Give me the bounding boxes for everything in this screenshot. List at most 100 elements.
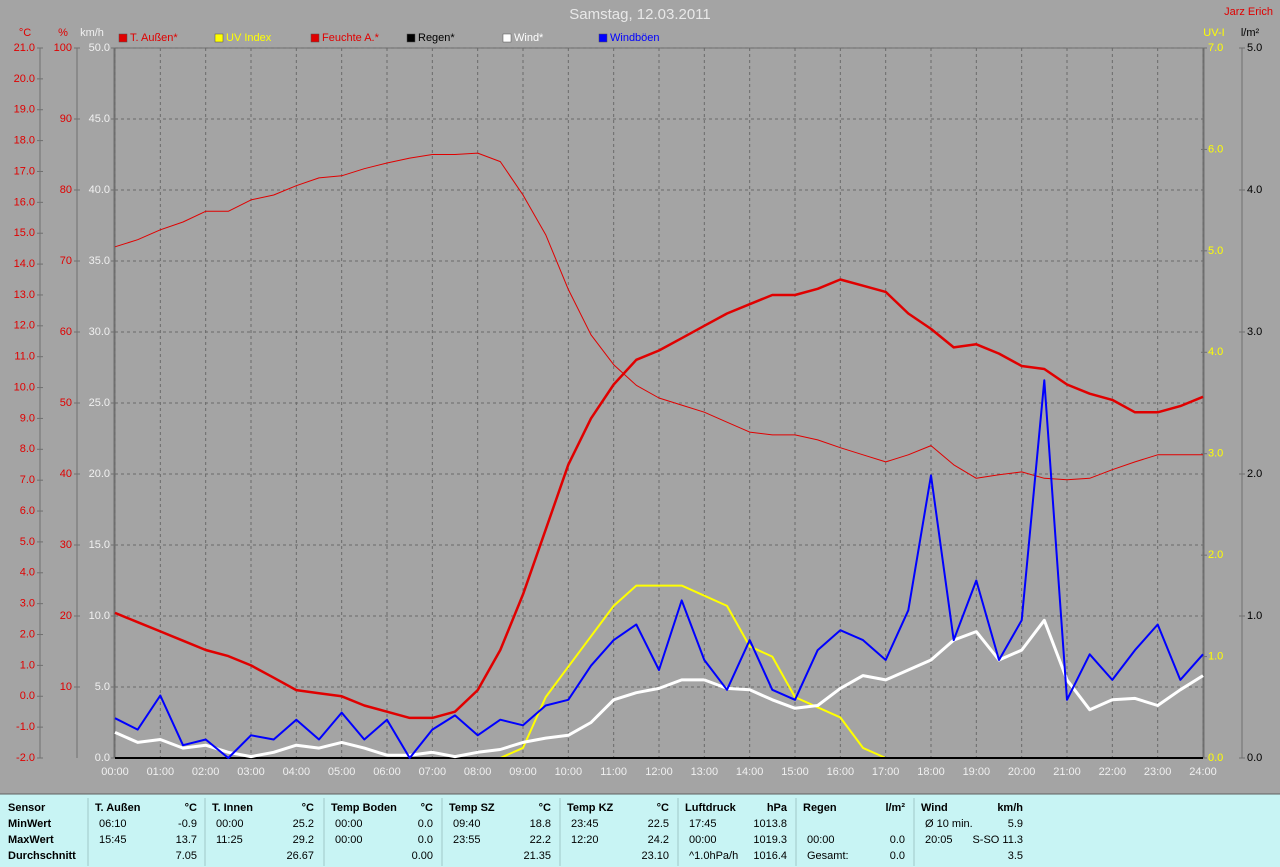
y-tick-label: 40.0 xyxy=(89,184,110,196)
group-title: Temp Boden xyxy=(331,802,397,814)
cell-time: 12:20 xyxy=(571,834,599,846)
cell-value: S-SO 11.3 xyxy=(972,834,1023,846)
group-unit: °C xyxy=(421,802,433,814)
x-tick-label: 15:00 xyxy=(781,766,809,778)
cell-value: 1013.8 xyxy=(753,818,787,830)
y-tick-label: 19.0 xyxy=(14,104,35,116)
x-tick-label: 22:00 xyxy=(1099,766,1127,778)
y-tick-label: 3.0 xyxy=(20,598,35,610)
y-tick-label: 40 xyxy=(60,468,72,480)
y-tick-label: 90 xyxy=(60,113,72,125)
x-tick-label: 00:00 xyxy=(101,766,129,778)
y-tick-label: 70 xyxy=(60,255,72,267)
y-tick-label: 100 xyxy=(54,42,72,54)
legend-label: T. Außen* xyxy=(130,32,178,44)
y-tick-label: 8.0 xyxy=(20,443,35,455)
x-tick-label: 12:00 xyxy=(645,766,673,778)
group-title: Luftdruck xyxy=(685,802,737,814)
y-tick-label: 35.0 xyxy=(89,255,110,267)
x-tick-label: 21:00 xyxy=(1053,766,1081,778)
y-tick-label: 50.0 xyxy=(89,42,110,54)
cell-time: 00:00 xyxy=(216,818,244,830)
cell-time: 11:25 xyxy=(216,834,243,846)
legend-swatch xyxy=(502,33,512,43)
group-title: T. Innen xyxy=(212,802,253,814)
row-label: MinWert xyxy=(8,818,52,830)
y-tick-label: 60 xyxy=(60,326,72,338)
y-tick-label: 5.0 xyxy=(95,681,110,693)
cell-value: 24.2 xyxy=(648,834,669,846)
legend-label: UV Index xyxy=(226,32,272,44)
y-tick-label: 0.0 xyxy=(20,690,35,702)
y-tick-label: 0.0 xyxy=(1247,752,1262,764)
y-tick-label: 3.0 xyxy=(1247,326,1262,338)
y-tick-label: 15.0 xyxy=(14,227,35,239)
y-tick-label: 13.0 xyxy=(14,289,35,301)
y-tick-label: 30.0 xyxy=(89,326,110,338)
y-tick-label: 15.0 xyxy=(89,539,110,551)
cell-value: 22.5 xyxy=(648,818,669,830)
y-tick-label: 10.0 xyxy=(89,610,110,622)
cell-time: 06:10 xyxy=(99,818,127,830)
group-unit: °C xyxy=(657,802,669,814)
x-tick-label: 01:00 xyxy=(147,766,175,778)
axis-unit: °C xyxy=(19,27,31,39)
y-tick-label: 45.0 xyxy=(89,113,110,125)
cell-time: 17:45 xyxy=(689,818,717,830)
cell-value: 18.8 xyxy=(530,818,551,830)
cell-time: 23:55 xyxy=(453,834,481,846)
series-line xyxy=(114,152,1203,481)
cell-time: 00:00 xyxy=(335,818,363,830)
cell-value: 29.2 xyxy=(293,834,314,846)
cell-time: 00:00 xyxy=(689,834,717,846)
y-tick-label: 5.0 xyxy=(1208,245,1223,257)
cell-time: 20:05 xyxy=(925,834,953,846)
legend-swatch xyxy=(214,33,224,43)
cell-value: 13.7 xyxy=(176,834,197,846)
cell-value: 25.2 xyxy=(293,818,314,830)
x-tick-label: 03:00 xyxy=(237,766,265,778)
y-tick-label: 20 xyxy=(60,610,72,622)
y-tick-label: 7.0 xyxy=(1208,42,1223,54)
x-tick-label: 18:00 xyxy=(917,766,945,778)
group-unit: °C xyxy=(185,802,197,814)
y-tick-label: 5.0 xyxy=(1247,42,1262,54)
axis-unit: % xyxy=(58,27,68,39)
group-unit: l/m² xyxy=(885,802,905,814)
cell-value: 3.5 xyxy=(1008,850,1023,862)
cell-value: 7.05 xyxy=(176,850,197,862)
group-unit: °C xyxy=(302,802,314,814)
group-title: T. Außen xyxy=(95,802,141,814)
y-tick-label: 50 xyxy=(60,397,72,409)
author: Jarz Erich xyxy=(1224,6,1273,18)
y-tick-label: 21.0 xyxy=(14,42,35,54)
y-tick-label: 11.0 xyxy=(14,351,35,363)
y-tick-label: 1.0 xyxy=(1208,650,1223,662)
y-tick-label: 9.0 xyxy=(20,412,35,424)
group-unit: °C xyxy=(539,802,551,814)
legend-label: Wind* xyxy=(514,32,544,44)
cell-time: 15:45 xyxy=(99,834,127,846)
cell-value: 0.0 xyxy=(890,850,905,862)
y-tick-label: 20.0 xyxy=(89,468,110,480)
y-tick-label: -1.0 xyxy=(16,721,35,733)
y-tick-label: 80 xyxy=(60,184,72,196)
y-tick-label: 10.0 xyxy=(14,381,35,393)
x-tick-label: 05:00 xyxy=(328,766,356,778)
axis-unit: UV-I xyxy=(1203,27,1224,39)
series-line xyxy=(114,278,1204,720)
y-tick-label: 0.0 xyxy=(95,752,110,764)
cell-value: 5.9 xyxy=(1008,818,1023,830)
x-tick-label: 20:00 xyxy=(1008,766,1036,778)
cell-time: 09:40 xyxy=(453,818,481,830)
x-tick-label: 10:00 xyxy=(555,766,583,778)
x-tick-label: 04:00 xyxy=(283,766,311,778)
cell-value: 23.10 xyxy=(641,850,669,862)
group-unit: hPa xyxy=(767,802,788,814)
legend-swatch xyxy=(310,33,320,43)
cell-value: 0.0 xyxy=(418,818,433,830)
y-tick-label: 1.0 xyxy=(20,659,35,671)
row-label: Durchschnitt xyxy=(8,850,76,862)
y-tick-label: 4.0 xyxy=(1247,184,1262,196)
cell-time: 00:00 xyxy=(807,834,835,846)
